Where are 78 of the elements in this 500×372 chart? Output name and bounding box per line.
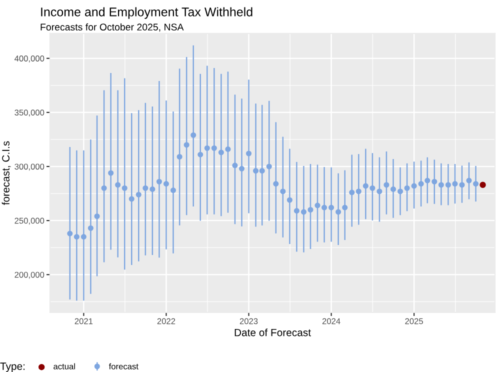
chart-subtitle: Forecasts for October 2025, NSA [40,23,184,32]
point [184,142,190,148]
point [156,178,162,184]
point [328,204,334,210]
point [108,170,114,176]
x-tick-label: 2023 [240,318,258,324]
point [438,182,444,188]
legend-title: Type: [0,362,25,372]
point [314,202,320,208]
point [211,145,217,151]
point [225,146,231,152]
point [286,197,292,203]
point [80,234,86,240]
point [480,182,486,188]
point [294,208,300,214]
point [190,132,196,138]
point [273,181,279,187]
point [322,204,328,210]
chart-title: Income and Employment Tax Withheld [41,7,252,19]
point [390,186,396,192]
point [136,192,142,198]
y-tick-label: 400,000 [14,56,44,62]
y-tick-label: 350,000 [14,110,44,117]
point [349,190,355,196]
point [266,164,272,170]
point [163,181,170,187]
y-tick-label: 250,000 [14,218,44,225]
point [362,183,368,189]
point [176,154,182,160]
point [204,145,210,151]
point [115,182,121,188]
point [424,178,430,184]
x-tick-label: 2025 [405,318,423,324]
point [122,185,128,191]
point [259,168,265,174]
point [198,152,204,158]
point [252,168,259,174]
point [232,162,238,168]
point [356,188,362,194]
point [280,188,286,194]
point [418,181,424,187]
y-axis-title: forecast, C.I.s [2,141,11,205]
legend-label: forecast [108,363,138,370]
point [336,209,342,215]
point [67,230,73,236]
x-tick-label: 2022 [157,318,176,324]
point [432,178,438,184]
point [384,182,390,188]
point [238,166,245,172]
point [342,204,348,210]
point [150,186,156,192]
point [459,182,465,188]
point [370,185,376,191]
point [452,181,458,187]
point [473,181,479,187]
point [445,182,451,188]
point [397,188,404,194]
y-tick-label: 300,000 [14,164,44,171]
point [300,209,306,215]
point [94,213,100,220]
point [101,185,107,191]
point [246,150,252,156]
point [170,188,176,194]
point [142,185,148,191]
point [404,185,410,191]
y-tick-label: 200,000 [14,272,44,279]
point [218,150,224,156]
point [466,178,472,184]
x-tick-label: 2024 [322,318,340,324]
x-axis-title: Date of Forecast [234,328,311,336]
point [88,225,94,231]
x-tick-label: 2021 [74,318,93,324]
point [376,188,382,194]
point [411,183,417,189]
point [308,206,314,213]
point [128,196,134,202]
legend-label: actual [54,363,75,370]
point [74,234,80,240]
